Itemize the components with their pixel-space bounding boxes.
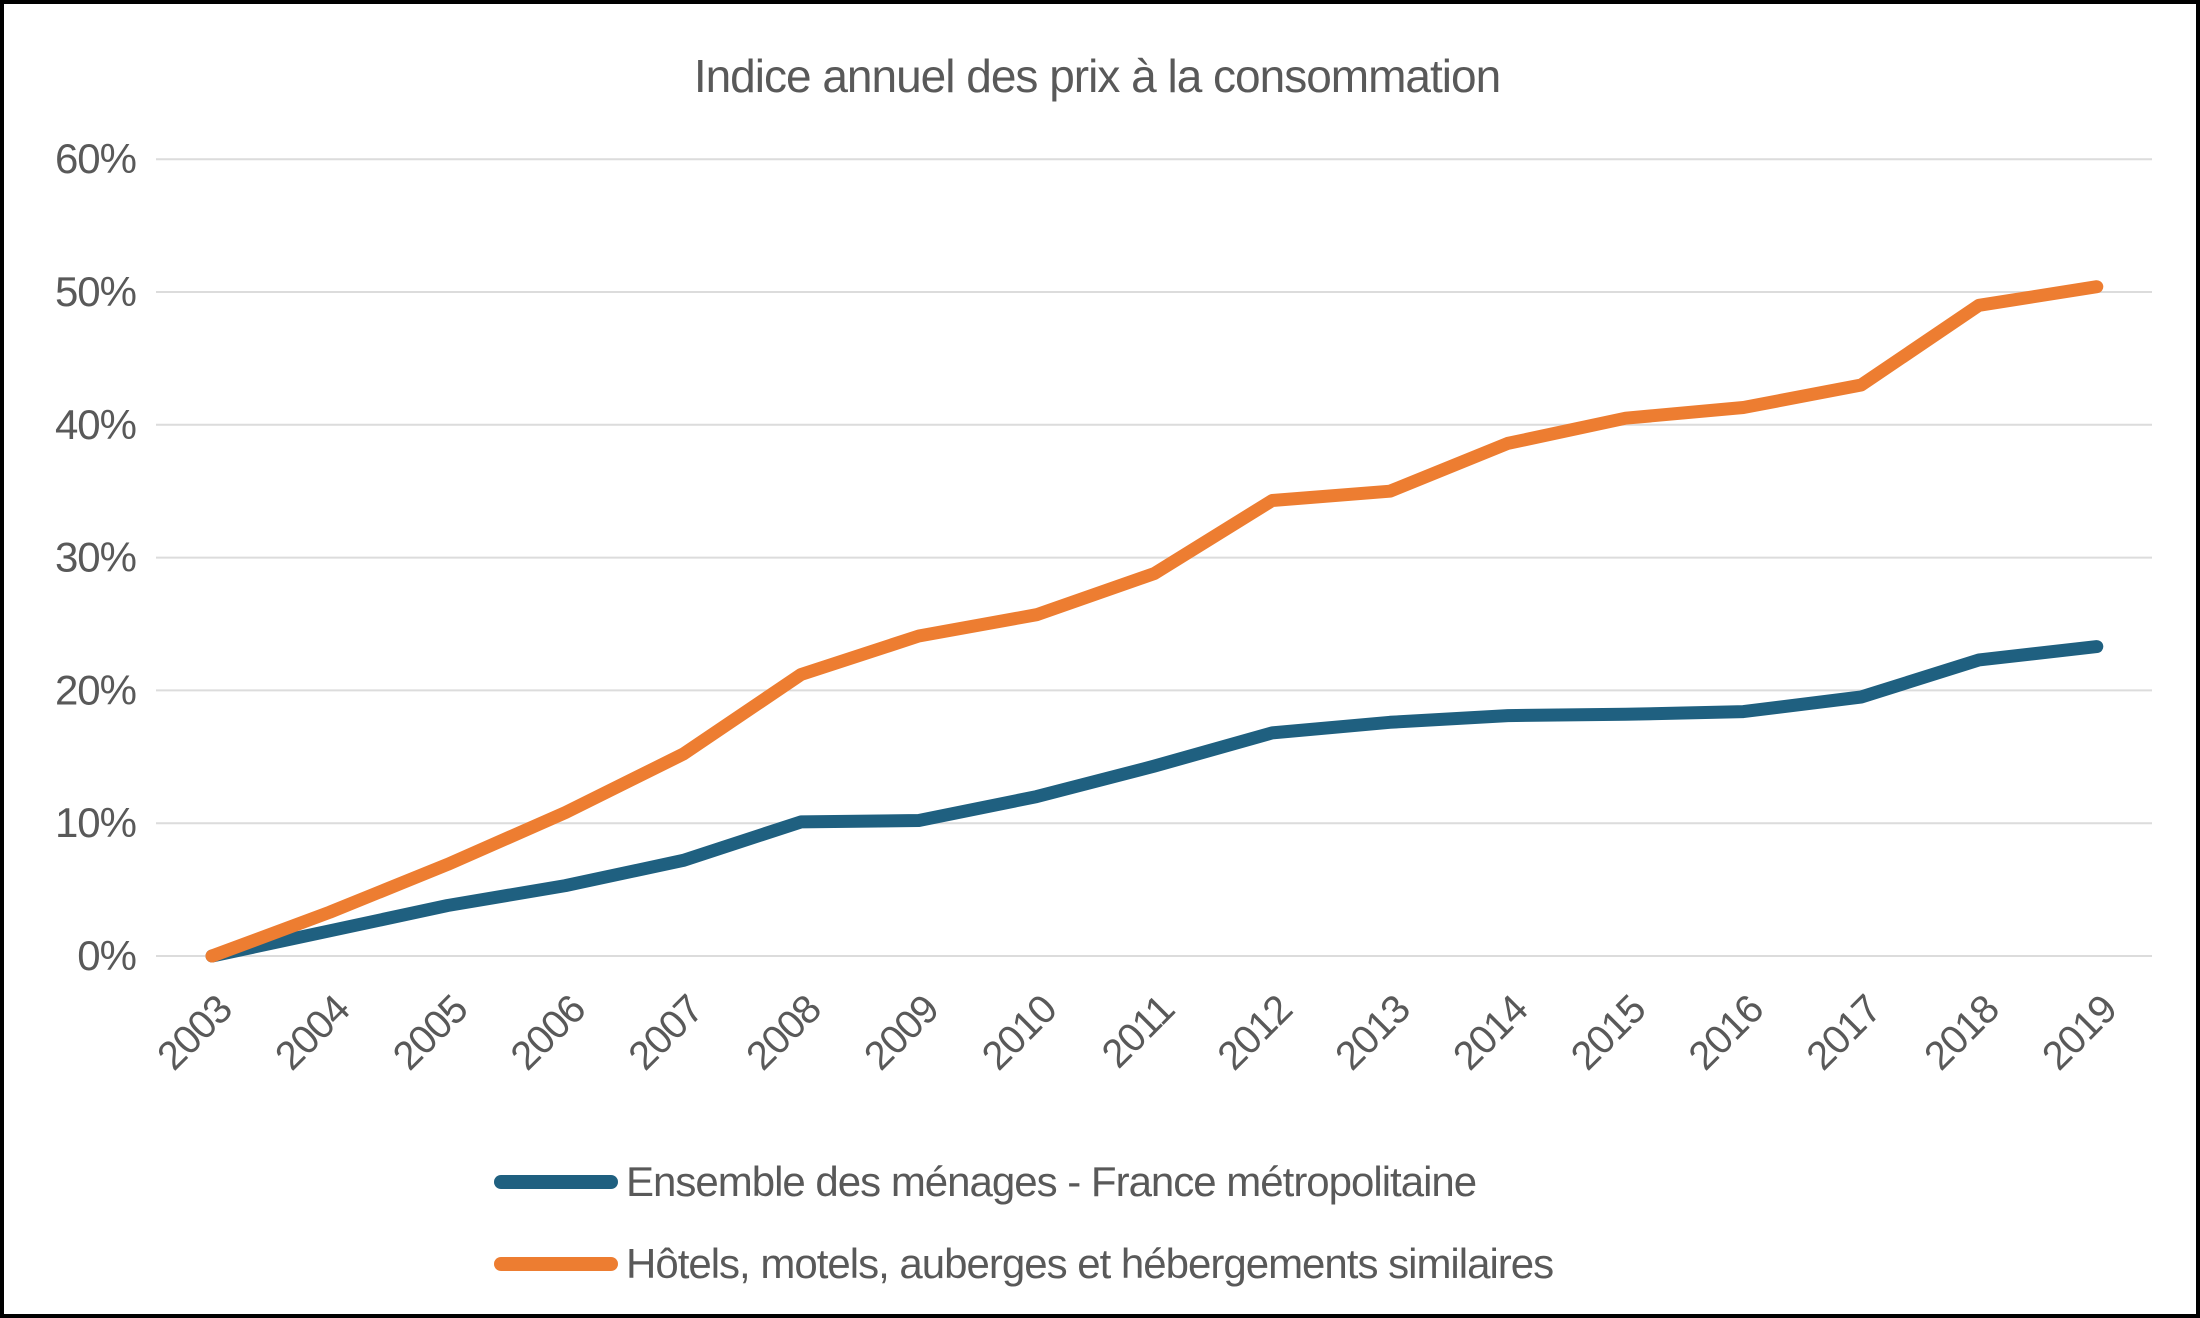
x-tick-label: 2010 — [974, 987, 1065, 1078]
x-tick-label: 2019 — [2034, 987, 2125, 1078]
x-tick-label: 2018 — [1916, 987, 2007, 1078]
chart-title: Indice annuel des prix à la consommation — [694, 50, 1500, 102]
x-tick-label: 2008 — [738, 987, 829, 1078]
x-tick-label: 2011 — [1094, 987, 1183, 1076]
x-tick-label: 2015 — [1563, 987, 1654, 1078]
x-tick-label: 2006 — [503, 987, 594, 1078]
y-tick-label: 10% — [55, 799, 136, 846]
y-tick-label: 40% — [55, 401, 136, 448]
y-tick-label: 0% — [77, 932, 136, 979]
series-line-0 — [205, 640, 2104, 963]
y-tick-label: 50% — [55, 268, 136, 315]
legend-item-hotels: Hôtels, motels, auberges et hébergements… — [494, 1240, 1554, 1287]
x-tick-label: 2004 — [267, 987, 359, 1079]
x-tick-label: 2003 — [149, 987, 240, 1078]
x-axis-labels: 2003 2004 2005 2006 2007 2008 2009 2010 2011 2012… — [149, 987, 2125, 1079]
y-axis-labels: 0% 10% 20% 30% 40% 50% 60% — [55, 135, 137, 979]
gridlines-layer — [156, 158, 2152, 957]
series-line-1 — [205, 280, 2104, 963]
y-tick-label: 30% — [55, 534, 136, 581]
x-tick-label: 2012 — [1209, 987, 1300, 1078]
x-tick-label: 2013 — [1327, 987, 1418, 1078]
x-tick-label: 2017 — [1798, 987, 1889, 1078]
legend-item-ensemble: Ensemble des ménages - France métropolit… — [494, 1158, 1477, 1205]
x-tick-label: 2009 — [856, 987, 947, 1078]
x-tick-label: 2007 — [620, 987, 711, 1078]
x-tick-label: 2005 — [385, 987, 476, 1078]
legend-label-ensemble: Ensemble des ménages - France métropolit… — [626, 1158, 1476, 1205]
series-layer — [205, 280, 2104, 963]
y-tick-label: 60% — [55, 135, 136, 182]
legend-label-hotels: Hôtels, motels, auberges et hébergements… — [626, 1240, 1553, 1287]
legend: Ensemble des ménages - France métropolit… — [494, 1158, 1554, 1287]
line-chart: Indice annuel des prix à la consommation… — [55, 50, 2152, 1287]
x-tick-label: 2014 — [1445, 987, 1537, 1079]
y-tick-label: 20% — [55, 666, 136, 713]
x-tick-label: 2016 — [1681, 987, 1772, 1078]
